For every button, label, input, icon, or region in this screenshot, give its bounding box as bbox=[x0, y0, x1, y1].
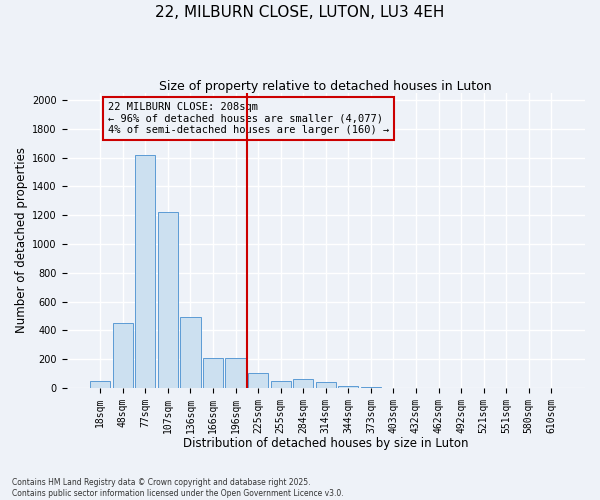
Text: Contains HM Land Registry data © Crown copyright and database right 2025.
Contai: Contains HM Land Registry data © Crown c… bbox=[12, 478, 344, 498]
Bar bbox=[158, 212, 178, 388]
Text: 22 MILBURN CLOSE: 208sqm
← 96% of detached houses are smaller (4,077)
4% of semi: 22 MILBURN CLOSE: 208sqm ← 96% of detach… bbox=[108, 102, 389, 135]
Bar bbox=[90, 380, 110, 388]
Text: 22, MILBURN CLOSE, LUTON, LU3 4EH: 22, MILBURN CLOSE, LUTON, LU3 4EH bbox=[155, 5, 445, 20]
Bar bbox=[316, 382, 336, 388]
Bar bbox=[180, 318, 200, 388]
Bar bbox=[271, 380, 291, 388]
Bar bbox=[361, 387, 381, 388]
Bar bbox=[248, 374, 268, 388]
Bar bbox=[293, 379, 313, 388]
Bar bbox=[226, 358, 245, 388]
Title: Size of property relative to detached houses in Luton: Size of property relative to detached ho… bbox=[160, 80, 492, 93]
Y-axis label: Number of detached properties: Number of detached properties bbox=[15, 148, 28, 334]
Bar bbox=[338, 386, 358, 388]
X-axis label: Distribution of detached houses by size in Luton: Distribution of detached houses by size … bbox=[183, 437, 469, 450]
Bar bbox=[135, 155, 155, 388]
Bar bbox=[203, 358, 223, 388]
Bar bbox=[113, 323, 133, 388]
